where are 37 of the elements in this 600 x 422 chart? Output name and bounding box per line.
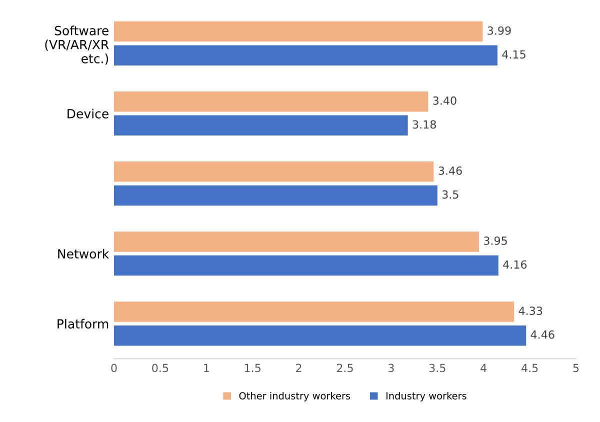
data-label: 3.99 (488, 26, 511, 35)
bar (114, 91, 428, 112)
bar (114, 255, 498, 276)
bar (114, 185, 438, 206)
data-label: 3.40 (433, 96, 456, 105)
bar (114, 162, 434, 182)
bar (114, 325, 526, 346)
y-tick-label: Platform (58, 318, 108, 329)
data-label: 4.15 (502, 50, 526, 59)
data-label: 3.95 (484, 236, 507, 245)
x-tick-label: 5 (573, 364, 579, 372)
data-label: 3.5 (442, 190, 458, 199)
y-tick-label: Software (VR/AR/XR etc.) (45, 26, 109, 65)
bar (114, 115, 408, 136)
bar (114, 302, 514, 322)
data-label: 4.46 (530, 330, 554, 339)
data-label: 4.33 (518, 306, 542, 315)
y-tick-label: Device (68, 108, 108, 118)
legend-label: Other industry workers (239, 392, 350, 402)
x-tick-label: 2.5 (336, 364, 353, 372)
x-tick-label: 3.5 (429, 364, 446, 372)
bar (114, 21, 483, 42)
data-label: 3.18 (412, 120, 436, 129)
x-tick-label: 0.5 (152, 364, 168, 372)
bar (114, 232, 479, 252)
data-label: 4.16 (503, 260, 527, 269)
x-tick-label: 4.5 (522, 364, 538, 372)
data-label: 3.46 (438, 166, 462, 175)
x-tick-label: 4 (480, 364, 487, 372)
bar (114, 45, 498, 66)
x-tick-label: 1.5 (244, 364, 260, 372)
x-tick-label: 1 (204, 364, 209, 372)
x-tick-label: 0 (111, 364, 117, 372)
x-tick-label: 3 (388, 364, 394, 372)
legend-label: Industry workers (386, 392, 466, 402)
y-tick-label: Network (58, 248, 110, 259)
x-tick-label: 2 (296, 364, 302, 372)
